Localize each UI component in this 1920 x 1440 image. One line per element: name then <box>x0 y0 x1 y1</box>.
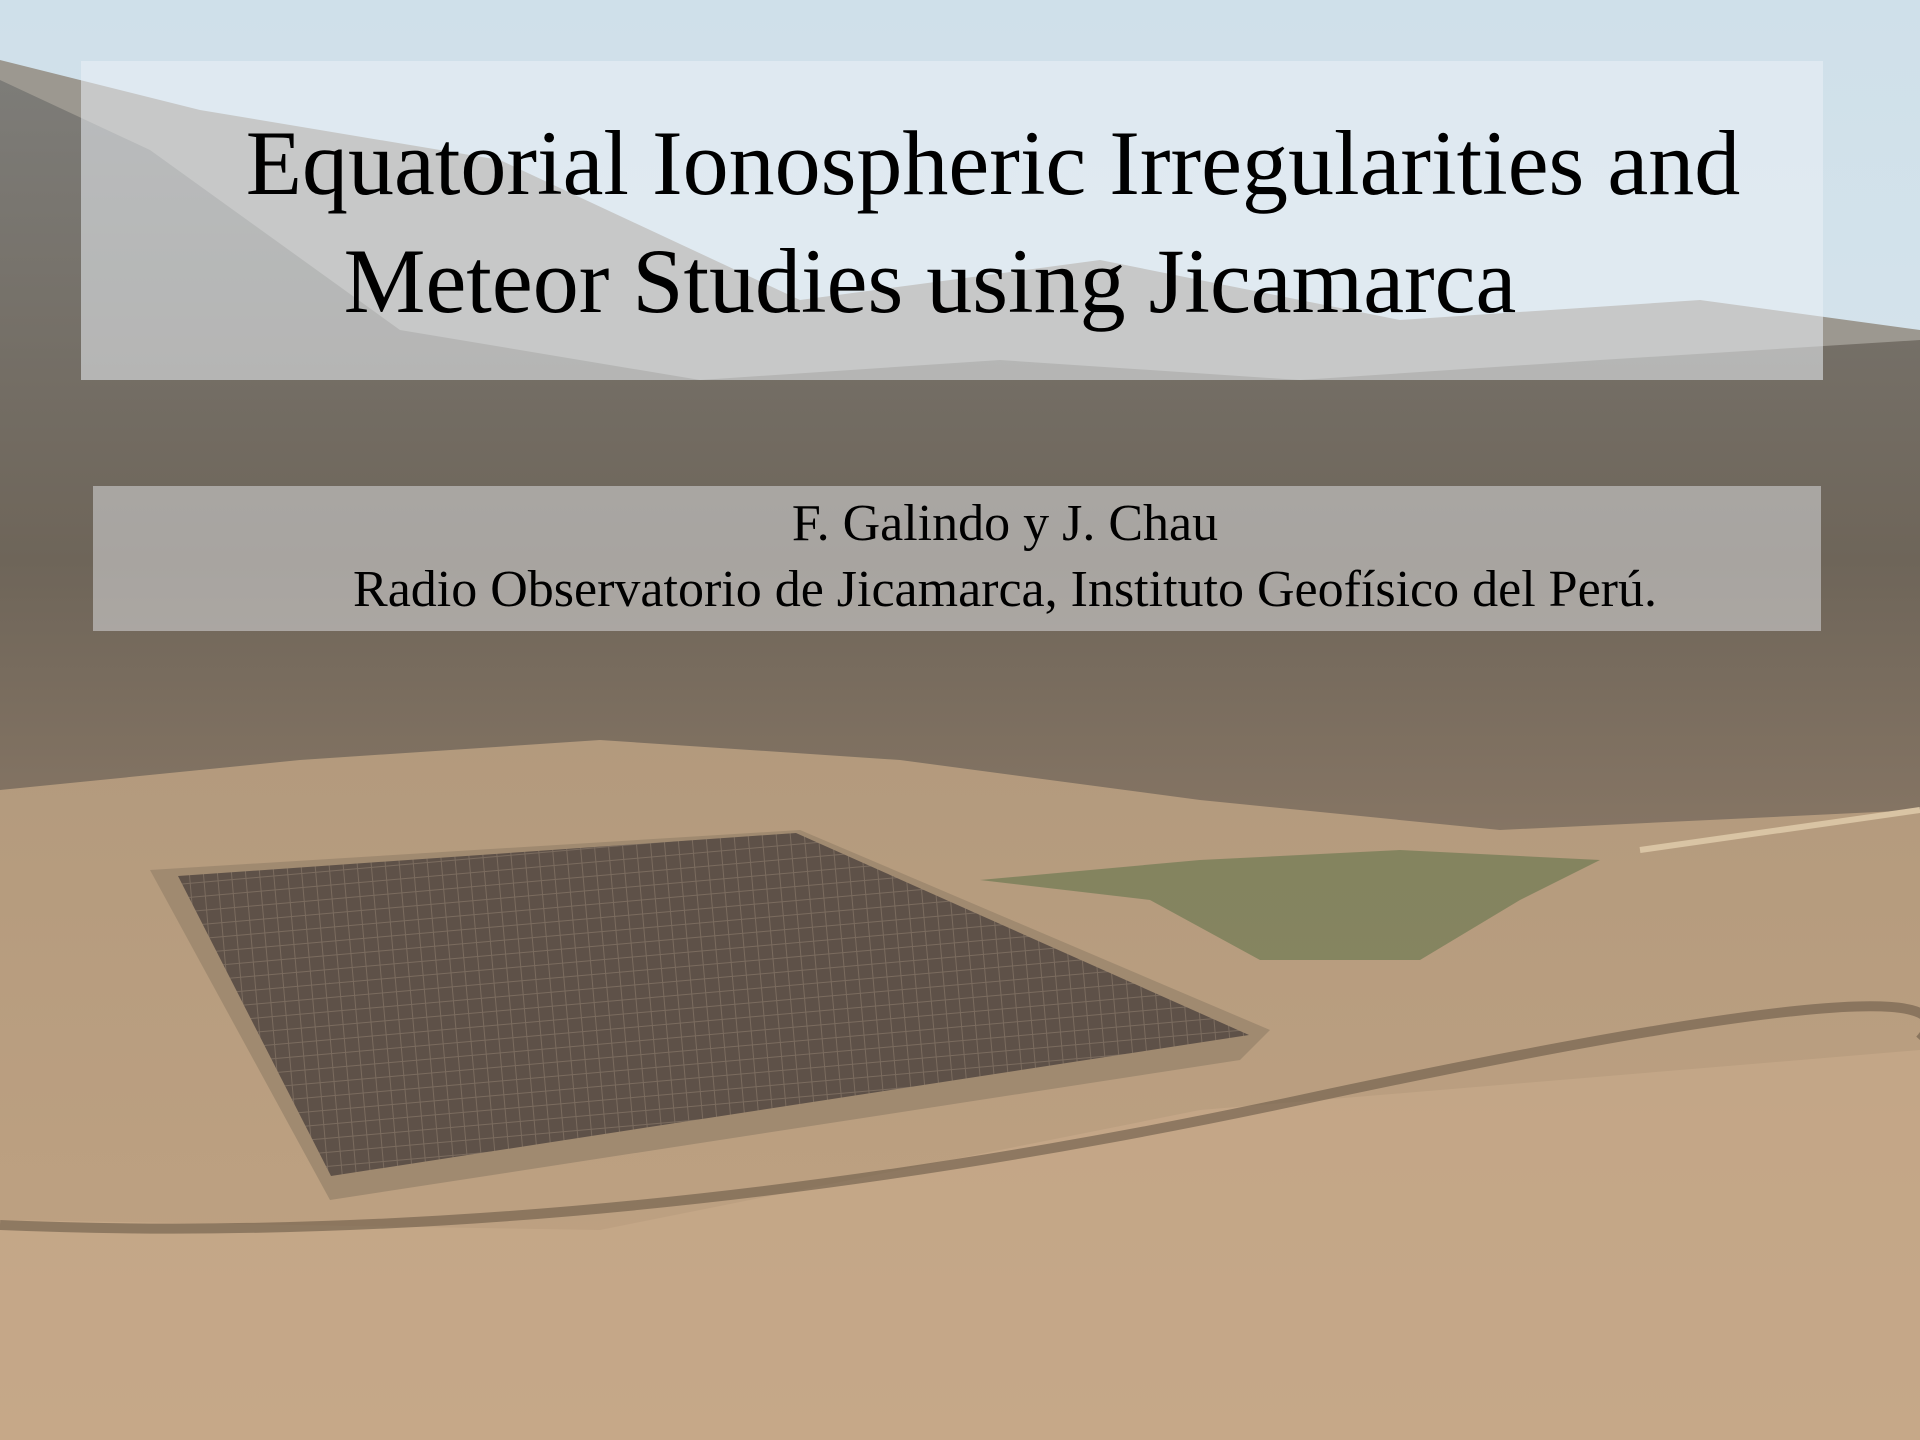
title-line: Meteor Studies using Jicamarca <box>343 230 1517 332</box>
subtitle-panel <box>93 486 1821 631</box>
title-panel <box>81 61 1823 380</box>
authors: F. Galindo y J. Chau <box>791 495 1219 552</box>
title-line: Equatorial Ionospheric Irregularities an… <box>245 112 1741 214</box>
affiliation: Radio Observatorio de Jicamarca, Institu… <box>353 561 1657 618</box>
